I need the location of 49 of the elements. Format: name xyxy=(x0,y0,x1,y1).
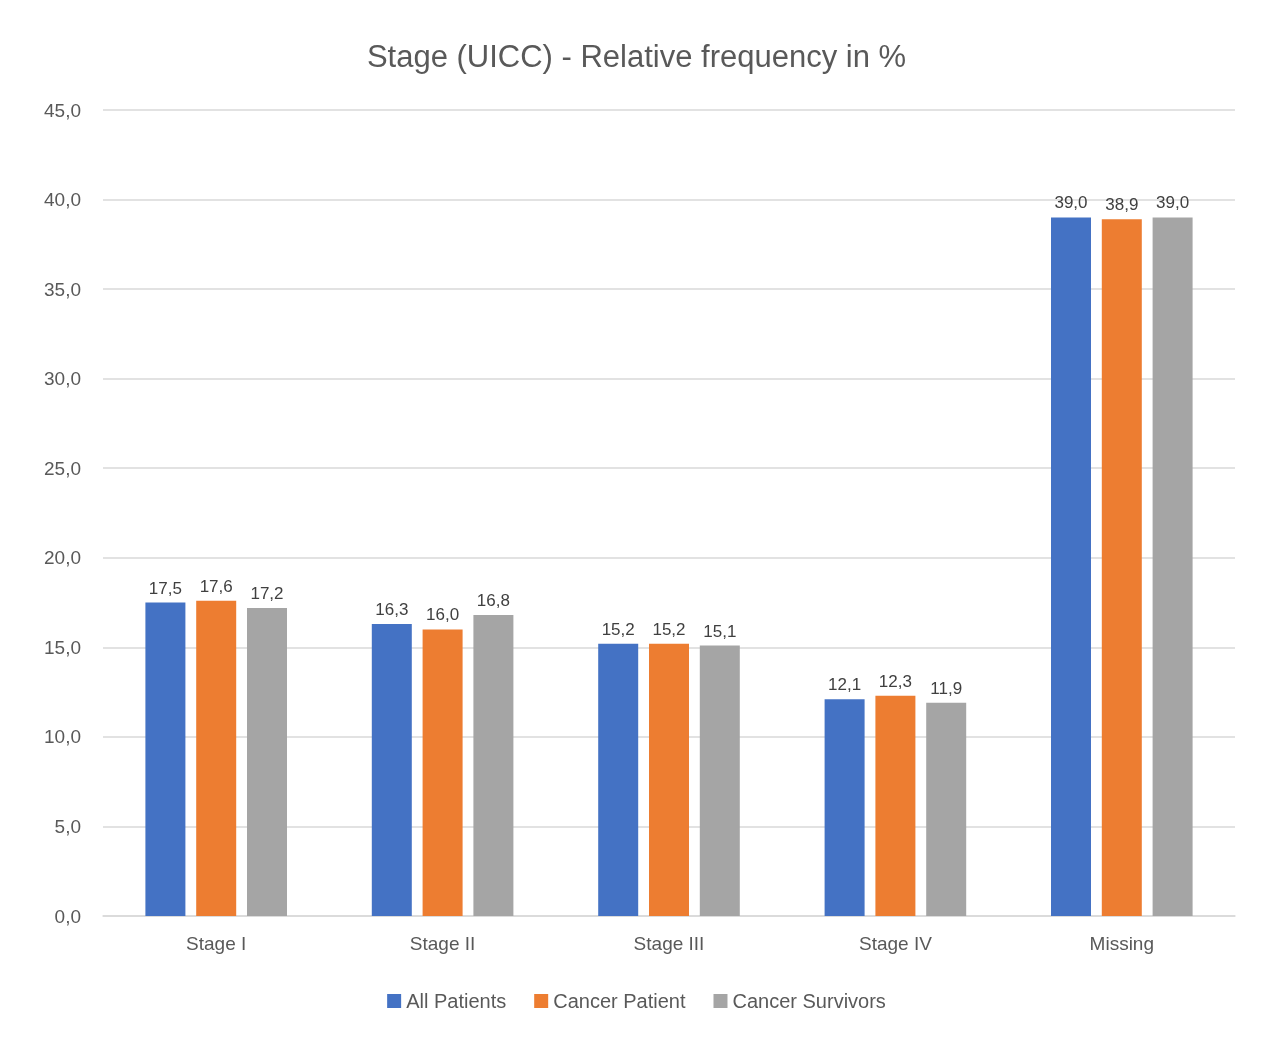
chart-title: Stage (UICC) - Relative frequency in % xyxy=(366,39,907,74)
bar xyxy=(1051,217,1091,916)
data-label: 12,3 xyxy=(878,671,912,691)
y-tick-label: 10,0 xyxy=(44,726,81,748)
y-tick-label: 0,0 xyxy=(54,905,81,927)
data-label: 38,9 xyxy=(1105,195,1139,215)
data-label: 17,6 xyxy=(199,576,233,596)
data-label: 12,1 xyxy=(828,675,862,695)
y-tick-label: 30,0 xyxy=(44,368,81,390)
x-tick-label: Stage I xyxy=(186,933,247,954)
data-label: 11,9 xyxy=(930,678,963,698)
y-tick-label: 15,0 xyxy=(44,636,81,658)
y-tick-label: 20,0 xyxy=(44,547,81,569)
bar xyxy=(598,643,639,916)
bar xyxy=(1101,219,1142,916)
data-label: 39,0 xyxy=(1156,193,1190,213)
data-label: 17,5 xyxy=(148,578,182,598)
bar xyxy=(145,602,186,916)
data-label: 15,2 xyxy=(652,619,686,639)
bar xyxy=(247,607,287,916)
data-label: 15,1 xyxy=(703,621,737,641)
bar xyxy=(824,699,865,916)
bar xyxy=(1152,217,1193,916)
bar xyxy=(649,643,689,916)
data-label: 16,8 xyxy=(476,591,510,611)
x-tick-label: Missing xyxy=(1089,933,1154,954)
legend-label: Cancer Survivors xyxy=(732,990,886,1012)
y-tick-label: 5,0 xyxy=(54,815,81,837)
x-tick-label: Stage III xyxy=(633,933,705,954)
bar xyxy=(371,624,412,916)
data-label: 16,3 xyxy=(375,600,409,620)
legend-label: All Patients xyxy=(406,990,507,1012)
legend-label: Cancer Patient xyxy=(553,990,686,1012)
x-tick-label: Stage IV xyxy=(858,933,933,954)
x-tick-label: Stage II xyxy=(409,933,476,954)
bar xyxy=(926,702,967,916)
bar xyxy=(699,645,740,916)
bar xyxy=(473,615,514,916)
y-tick-label: 45,0 xyxy=(44,99,81,121)
data-label: 39,0 xyxy=(1054,193,1088,213)
data-label: 17,2 xyxy=(250,583,284,603)
bar xyxy=(875,695,916,916)
y-tick-label: 35,0 xyxy=(44,278,81,300)
data-label: 16,0 xyxy=(426,605,460,625)
y-tick-label: 25,0 xyxy=(44,457,81,479)
bar xyxy=(422,629,463,916)
bar xyxy=(196,600,237,916)
y-tick-label: 40,0 xyxy=(44,189,81,211)
data-label: 15,2 xyxy=(601,619,635,639)
